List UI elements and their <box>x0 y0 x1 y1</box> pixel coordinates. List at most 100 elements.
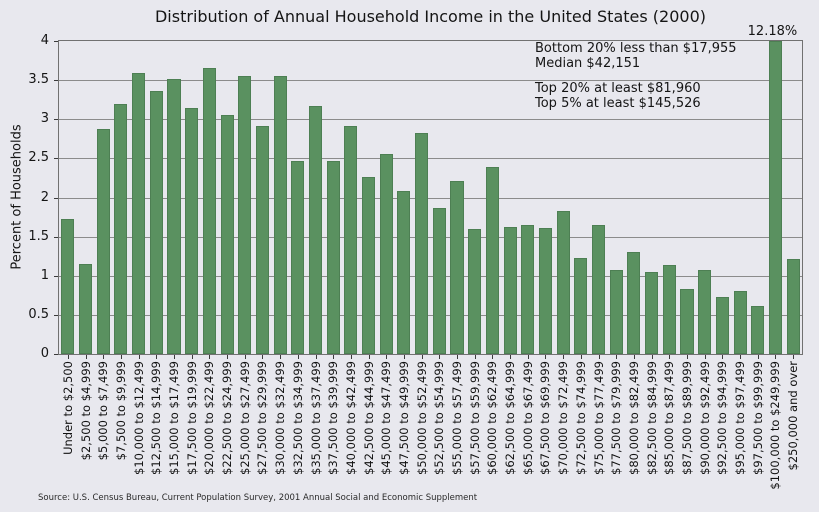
bar <box>733 291 747 354</box>
gridline <box>59 119 802 121</box>
gridline <box>59 158 802 160</box>
x-tick-mark <box>315 355 317 359</box>
source-note: Source: U.S. Census Bureau, Current Popu… <box>38 493 478 503</box>
x-tick-label: $55,000 to $57,499 <box>450 361 465 475</box>
x-tick-label: $40,000 to $42,499 <box>343 361 358 475</box>
bar <box>255 125 269 354</box>
x-tick-label: $70,000 to $72,499 <box>556 361 571 475</box>
bar <box>556 210 570 354</box>
y-tick-mark <box>54 119 58 121</box>
x-tick-mark <box>244 355 246 359</box>
bar <box>715 296 729 354</box>
y-tick-label: 2 <box>40 189 49 205</box>
x-tick-mark <box>580 355 582 359</box>
bar <box>202 67 216 354</box>
x-tick-label: $30,000 to $32,499 <box>273 361 288 475</box>
x-tick-label: $90,000 to $92,499 <box>697 361 712 475</box>
bar <box>273 76 287 354</box>
x-tick-label: $20,000 to $22,499 <box>202 361 217 475</box>
x-tick-label: $22,500 to $24,999 <box>220 361 235 475</box>
x-tick-label: $85,000 to $87,499 <box>662 361 677 475</box>
x-tick-mark <box>67 355 69 359</box>
x-tick-mark <box>545 355 547 359</box>
x-tick-label: $45,000 to $47,499 <box>379 361 394 475</box>
bar <box>185 107 199 354</box>
y-tick-mark <box>54 314 58 316</box>
bar <box>167 78 181 354</box>
annotation-top-quintile: Top 20% at least $81,960 Top 5% at least… <box>535 81 701 111</box>
bar <box>768 41 782 354</box>
y-tick-mark <box>54 236 58 238</box>
bar <box>220 115 234 354</box>
x-tick-mark <box>138 355 140 359</box>
x-tick-label: Under to $2,500 <box>60 361 75 455</box>
x-tick-mark <box>156 355 158 359</box>
x-tick-label: $5,000 to $7,499 <box>96 361 111 461</box>
x-tick-mark <box>492 355 494 359</box>
clipped-bar-value-label: 12.18% <box>747 24 798 39</box>
chart-title: Distribution of Annual Household Income … <box>154 7 706 26</box>
x-tick-mark <box>403 355 405 359</box>
x-tick-label: $37,500 to $39,999 <box>326 361 341 475</box>
x-tick-label: $97,500 to $99,999 <box>750 361 765 475</box>
x-tick-mark <box>439 355 441 359</box>
plot-area <box>58 40 803 355</box>
bar <box>379 154 393 354</box>
bar <box>751 305 765 354</box>
bar <box>291 160 305 354</box>
x-tick-label: $87,500 to $89,999 <box>680 361 694 475</box>
bar <box>662 264 676 354</box>
x-tick-mark <box>368 355 370 359</box>
x-tick-label: $250,000 and over <box>786 361 801 471</box>
x-tick-label: $47,500 to $49,999 <box>396 361 411 475</box>
annotation-bottom-median: Bottom 20% less than $17,955 Median $42,… <box>535 41 737 71</box>
x-tick-mark <box>191 355 193 359</box>
x-tick-mark <box>722 355 724 359</box>
x-tick-label: $35,000 to $37,499 <box>308 361 323 475</box>
x-tick-mark <box>350 355 352 359</box>
x-tick-label: $25,000 to $27,499 <box>237 361 252 475</box>
bar <box>645 271 659 354</box>
y-tick-mark <box>54 41 58 42</box>
x-tick-label: $60,000 to $62,499 <box>485 361 500 475</box>
bar <box>397 191 411 354</box>
x-tick-label: $42,500 to $44,999 <box>361 361 376 475</box>
x-tick-mark <box>474 355 476 359</box>
gridline <box>59 80 802 82</box>
y-tick-mark <box>54 275 58 277</box>
y-tick-mark <box>54 197 58 199</box>
bar <box>415 133 429 354</box>
x-tick-mark <box>704 355 706 359</box>
x-tick-label: $57,500 to $59,999 <box>467 361 482 475</box>
x-tick-mark <box>527 355 529 359</box>
y-tick-label: 2.5 <box>28 150 49 166</box>
x-tick-mark <box>633 355 635 359</box>
y-tick-mark <box>54 354 58 355</box>
bar <box>96 128 110 354</box>
x-tick-label: $62,500 to $64,999 <box>503 361 518 475</box>
x-tick-mark <box>262 355 264 359</box>
bar <box>680 289 694 354</box>
x-tick-mark <box>386 355 388 359</box>
x-tick-label: $52,500 to $54,999 <box>432 361 447 475</box>
x-tick-label: $75,000 to $77,499 <box>591 361 606 475</box>
x-tick-label: $100,000 to $249,999 <box>768 361 783 490</box>
bar <box>132 73 146 354</box>
x-tick-mark <box>598 355 600 359</box>
x-tick-mark <box>775 355 777 359</box>
x-tick-mark <box>421 355 423 359</box>
y-tick-label: 4 <box>40 33 49 48</box>
bar <box>238 76 252 354</box>
bar <box>698 270 712 354</box>
x-tick-label: $77,500 to $79,999 <box>609 361 624 475</box>
x-tick-mark <box>457 355 459 359</box>
bar <box>344 126 358 354</box>
x-tick-label: $15,000 to $17,499 <box>166 361 181 475</box>
y-tick-label: 3 <box>40 111 49 127</box>
annotation-line: Top 20% at least $81,960 <box>535 81 701 96</box>
gridline <box>59 236 802 238</box>
bar <box>432 208 446 354</box>
x-tick-label: $65,000 to $67,499 <box>520 361 535 475</box>
bar <box>503 227 517 354</box>
bar <box>450 181 464 354</box>
